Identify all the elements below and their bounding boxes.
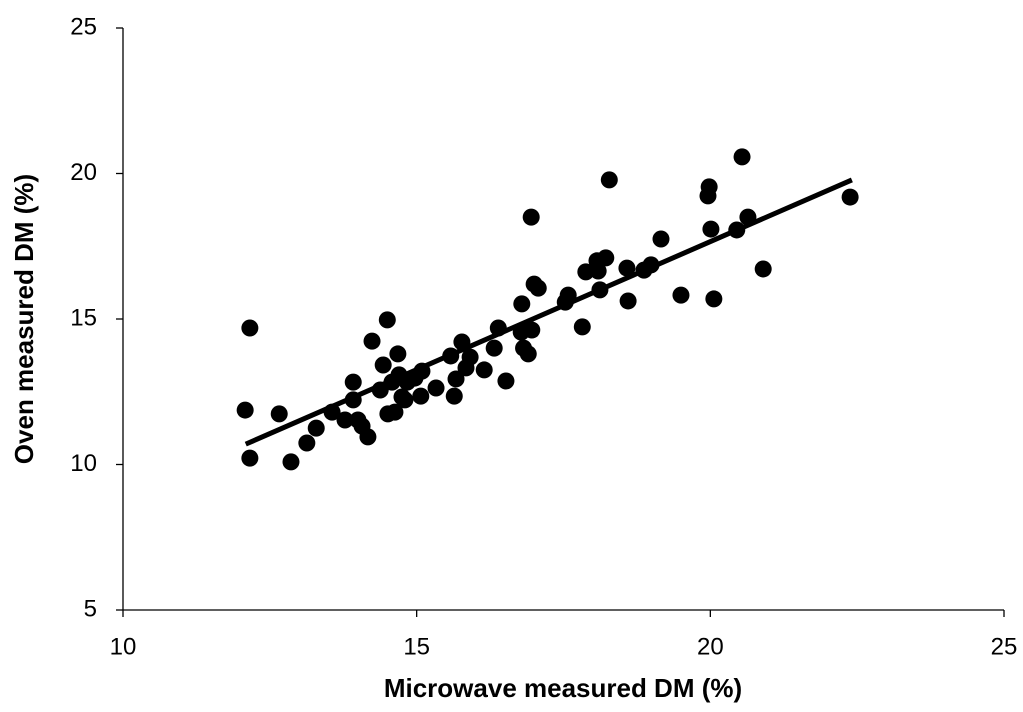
x-axis-title: Microwave measured DM (%) bbox=[384, 673, 742, 703]
data-point bbox=[618, 259, 636, 277]
data-point bbox=[412, 387, 430, 405]
data-point bbox=[672, 286, 690, 304]
data-point bbox=[523, 321, 541, 339]
y-axis-title: Oven measured DM (%) bbox=[9, 174, 39, 464]
y-tick-label: 20 bbox=[70, 159, 97, 186]
data-point bbox=[597, 249, 615, 267]
data-point bbox=[754, 260, 772, 278]
data-point bbox=[475, 361, 493, 379]
data-point bbox=[270, 405, 288, 423]
x-tick-label: 25 bbox=[991, 633, 1018, 660]
data-point bbox=[336, 411, 354, 429]
data-point bbox=[378, 311, 396, 329]
data-point bbox=[374, 356, 392, 374]
data-point bbox=[652, 230, 670, 248]
data-point bbox=[705, 290, 723, 308]
y-tick-label: 5 bbox=[84, 595, 97, 622]
data-point bbox=[733, 148, 751, 166]
data-point bbox=[447, 370, 465, 388]
data-point bbox=[485, 339, 503, 357]
data-point bbox=[577, 263, 595, 281]
data-point bbox=[344, 373, 362, 391]
y-tick-label: 25 bbox=[70, 13, 97, 40]
data-point bbox=[529, 279, 547, 297]
data-point bbox=[589, 262, 607, 280]
data-point bbox=[427, 379, 445, 397]
data-point bbox=[841, 188, 859, 206]
x-tick-label: 15 bbox=[403, 633, 430, 660]
data-point bbox=[461, 348, 479, 366]
x-tick-label: 10 bbox=[110, 633, 137, 660]
data-point bbox=[700, 178, 718, 196]
data-point bbox=[396, 391, 414, 409]
data-point bbox=[445, 387, 463, 405]
data-point bbox=[619, 292, 637, 310]
data-point bbox=[522, 208, 540, 226]
data-point bbox=[282, 453, 300, 471]
data-point bbox=[389, 345, 407, 363]
x-tick-label: 20 bbox=[697, 633, 724, 660]
y-tick-label: 15 bbox=[70, 304, 97, 331]
data-point bbox=[307, 419, 325, 437]
trend-line bbox=[244, 177, 853, 447]
data-point bbox=[573, 318, 591, 336]
data-point bbox=[600, 171, 618, 189]
data-point bbox=[386, 403, 404, 421]
data-point bbox=[241, 319, 259, 337]
data-point bbox=[359, 428, 377, 446]
data-point bbox=[702, 220, 720, 238]
data-point bbox=[236, 401, 254, 419]
data-point bbox=[298, 434, 316, 452]
data-point bbox=[519, 345, 537, 363]
data-point bbox=[363, 332, 381, 350]
data-point bbox=[513, 295, 531, 313]
data-point bbox=[497, 372, 515, 390]
data-point bbox=[241, 449, 259, 467]
y-tick-label: 10 bbox=[70, 450, 97, 477]
